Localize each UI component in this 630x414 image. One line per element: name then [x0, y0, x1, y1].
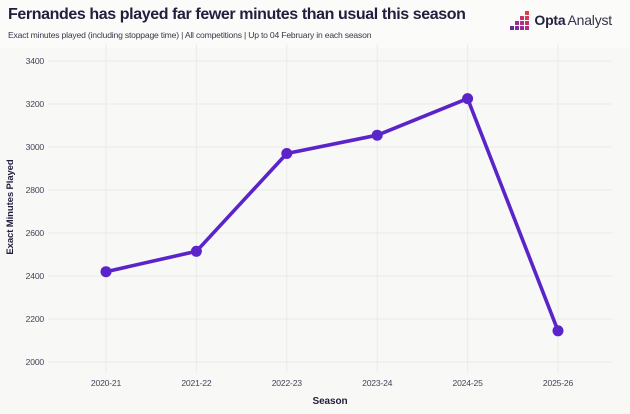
- chart-subtitle: Exact minutes played (including stoppage…: [8, 30, 372, 40]
- opta-analyst-logo: Opta Analyst: [510, 10, 612, 30]
- y-tick-label: 3400: [26, 56, 45, 66]
- y-tick-label: 2400: [26, 271, 45, 281]
- x-tick-label: 2020-21: [91, 378, 122, 388]
- y-tick-label: 3200: [26, 99, 45, 109]
- logo-word-opta: Opta: [534, 12, 566, 28]
- x-tick-label: 2025-26: [543, 378, 574, 388]
- logo-square-column: [510, 26, 515, 30]
- y-gridlines: [48, 60, 612, 363]
- logo-square: [515, 26, 520, 30]
- logo-square: [525, 21, 530, 25]
- x-tick-label: 2024-25: [453, 378, 484, 388]
- logo-square-column: [520, 16, 525, 30]
- logo-square: [525, 16, 530, 20]
- series-group: [100, 93, 564, 337]
- logo-square-column: [525, 11, 530, 30]
- logo-word-analyst: Analyst: [567, 12, 612, 28]
- data-point: [281, 148, 293, 159]
- opta-logo-icon: [510, 10, 530, 30]
- y-tick-label: 2000: [26, 357, 45, 367]
- x-tick-labels: 2020-21 2021-22 2022-23 2023-24 2024-25 2025-…: [91, 378, 574, 388]
- chart-header: Fernandes has played far fewer minutes t…: [0, 0, 630, 48]
- logo-square: [525, 26, 530, 30]
- y-tick-label: 2200: [26, 314, 45, 324]
- y-tick-label: 3000: [26, 142, 45, 152]
- opta-logo-text: Opta Analyst: [534, 12, 612, 28]
- logo-square: [510, 26, 515, 30]
- chart-title: Fernandes has played far fewer minutes t…: [8, 6, 466, 23]
- logo-square: [520, 26, 525, 30]
- data-point: [462, 93, 474, 105]
- x-tick-label: 2022-23: [272, 378, 303, 388]
- y-tick-labels: 2000 2200 2400 2600 2800 3000 3200 3400: [26, 56, 45, 367]
- data-point: [190, 245, 202, 257]
- logo-square: [520, 16, 525, 20]
- y-tick-label: 2800: [26, 185, 45, 195]
- data-point: [371, 129, 383, 141]
- x-gridlines: [105, 44, 559, 373]
- data-point: [100, 266, 112, 278]
- logo-square: [525, 11, 530, 15]
- logo-square: [520, 21, 525, 25]
- data-point: [552, 325, 564, 337]
- x-axis-title: Season: [313, 396, 348, 407]
- x-tick-label: 2023-24: [362, 378, 393, 388]
- logo-square-column: [515, 21, 520, 30]
- x-tick-label: 2021-22: [181, 378, 212, 388]
- series-line-path: [104, 96, 560, 333]
- logo-square: [515, 21, 520, 25]
- y-axis-title: Exact Minutes Played: [5, 159, 16, 254]
- y-tick-label: 2600: [26, 228, 45, 238]
